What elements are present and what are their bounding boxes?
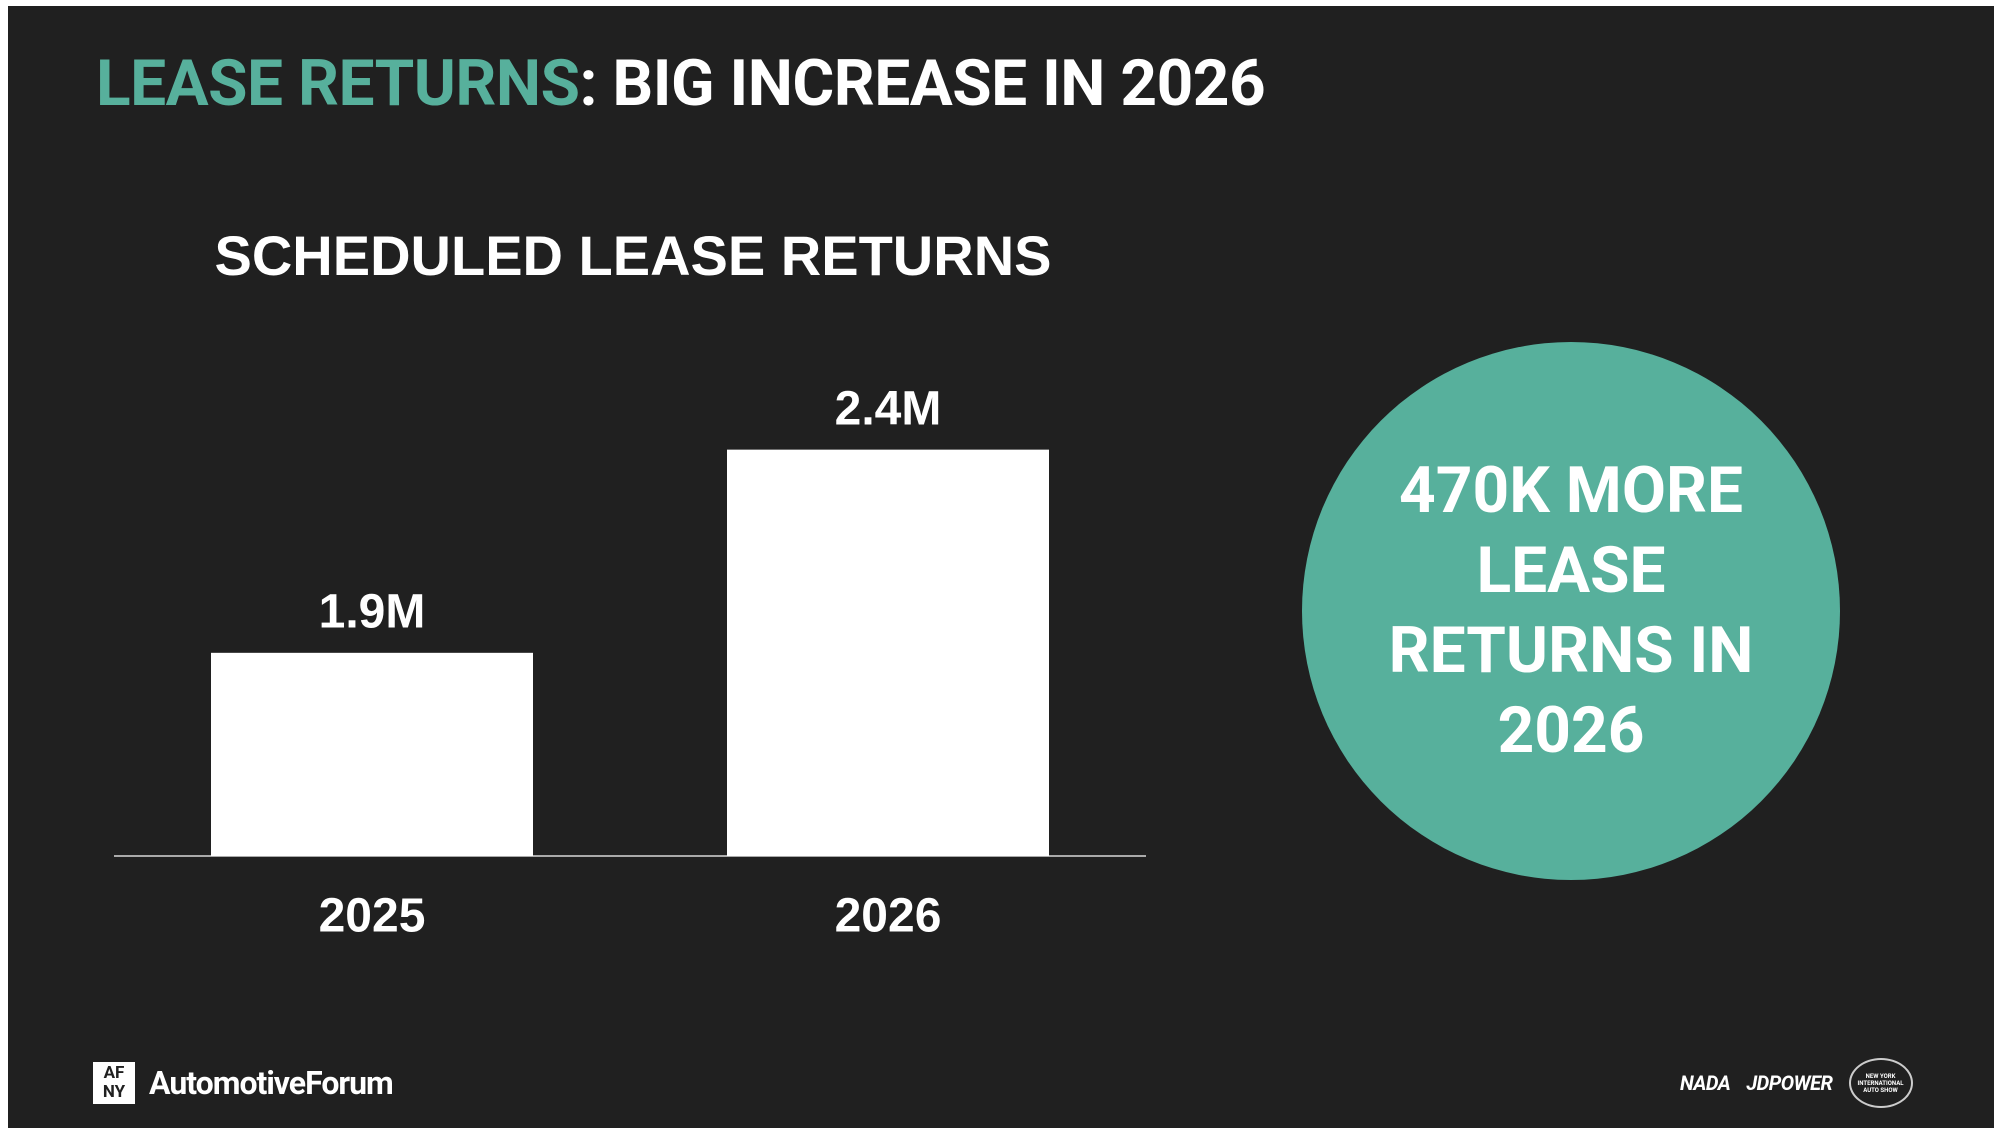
autoshow-logo: NEW YORK INTERNATIONAL AUTO SHOW bbox=[1848, 1058, 1913, 1108]
sponsor: JDPOWER bbox=[1746, 1071, 1833, 1095]
slide: LEASE RETURNS: BIG INCREASE IN 2026 SCHE… bbox=[8, 6, 1994, 1128]
logo-mark-top: AF bbox=[103, 1063, 125, 1083]
sponsors: NADA JDPOWER NEW YORK INTERNATIONAL AUTO… bbox=[1680, 1058, 1913, 1108]
sponsor: NADA bbox=[1680, 1071, 1731, 1095]
logo-mark-bottom: NY bbox=[102, 1082, 126, 1102]
x-tick-label: 2026 bbox=[835, 890, 942, 943]
bar bbox=[727, 449, 1049, 856]
logo-mark: AF NY bbox=[93, 1062, 135, 1104]
logo-text: AutomotiveForum bbox=[149, 1064, 394, 1102]
chart-title: SCHEDULED LEASE RETURNS bbox=[215, 224, 1052, 287]
autoshow-line: INTERNATIONAL bbox=[1857, 1079, 1904, 1087]
autoshow-line: AUTO SHOW bbox=[1863, 1086, 1898, 1094]
value-label: 1.9M bbox=[319, 585, 426, 638]
title-rest: : BIG INCREASE IN 2026 bbox=[579, 46, 1266, 121]
slide-title: LEASE RETURNS: BIG INCREASE IN 2026 bbox=[96, 46, 1266, 121]
logo: AF NY AutomotiveForum bbox=[93, 1062, 394, 1104]
chart: SCHEDULED LEASE RETURNS 1.9M 2025 2.4M 2026 bbox=[114, 224, 1146, 943]
callout-text: 470K MORE LEASE RETURNS IN 2026 bbox=[1388, 453, 1754, 768]
title-highlight: LEASE RETURNS bbox=[96, 46, 580, 121]
value-label: 2.4M bbox=[835, 382, 942, 435]
autoshow-line: NEW YORK bbox=[1865, 1072, 1896, 1080]
bar bbox=[211, 652, 533, 856]
callout-circle: 470K MORE LEASE RETURNS IN 2026 bbox=[1302, 342, 1840, 880]
x-tick-label: 2025 bbox=[319, 890, 426, 943]
